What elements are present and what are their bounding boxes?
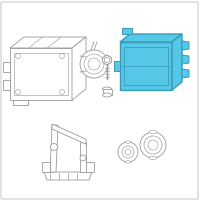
- Polygon shape: [13, 100, 28, 105]
- Polygon shape: [86, 162, 94, 172]
- Polygon shape: [102, 89, 112, 95]
- Circle shape: [118, 142, 138, 162]
- Circle shape: [50, 144, 58, 150]
- Circle shape: [148, 140, 158, 150]
- Circle shape: [80, 50, 108, 78]
- Polygon shape: [182, 41, 189, 50]
- Polygon shape: [80, 142, 86, 172]
- Polygon shape: [182, 55, 189, 64]
- Polygon shape: [10, 48, 72, 100]
- Circle shape: [88, 58, 100, 70]
- Polygon shape: [103, 55, 111, 65]
- Polygon shape: [50, 125, 58, 172]
- Ellipse shape: [102, 93, 112, 97]
- Circle shape: [84, 54, 104, 74]
- Circle shape: [80, 155, 86, 161]
- Polygon shape: [44, 172, 92, 180]
- Circle shape: [60, 53, 64, 58]
- Polygon shape: [3, 62, 10, 72]
- Circle shape: [140, 132, 166, 158]
- Polygon shape: [182, 69, 189, 78]
- Polygon shape: [172, 34, 182, 90]
- Circle shape: [16, 53, 21, 58]
- Circle shape: [122, 146, 134, 158]
- Ellipse shape: [149, 156, 157, 160]
- Circle shape: [125, 149, 131, 155]
- Ellipse shape: [149, 130, 157, 134]
- Circle shape: [16, 90, 21, 95]
- Polygon shape: [42, 162, 50, 172]
- Polygon shape: [120, 34, 182, 42]
- Polygon shape: [10, 37, 86, 48]
- Polygon shape: [3, 80, 10, 90]
- FancyBboxPatch shape: [1, 2, 198, 199]
- Ellipse shape: [125, 141, 131, 143]
- Ellipse shape: [125, 161, 131, 163]
- Circle shape: [144, 136, 162, 154]
- Ellipse shape: [102, 87, 112, 91]
- Polygon shape: [52, 124, 86, 144]
- Polygon shape: [122, 28, 132, 34]
- Circle shape: [60, 90, 64, 95]
- Polygon shape: [120, 42, 172, 90]
- Polygon shape: [72, 37, 86, 100]
- Polygon shape: [114, 61, 120, 71]
